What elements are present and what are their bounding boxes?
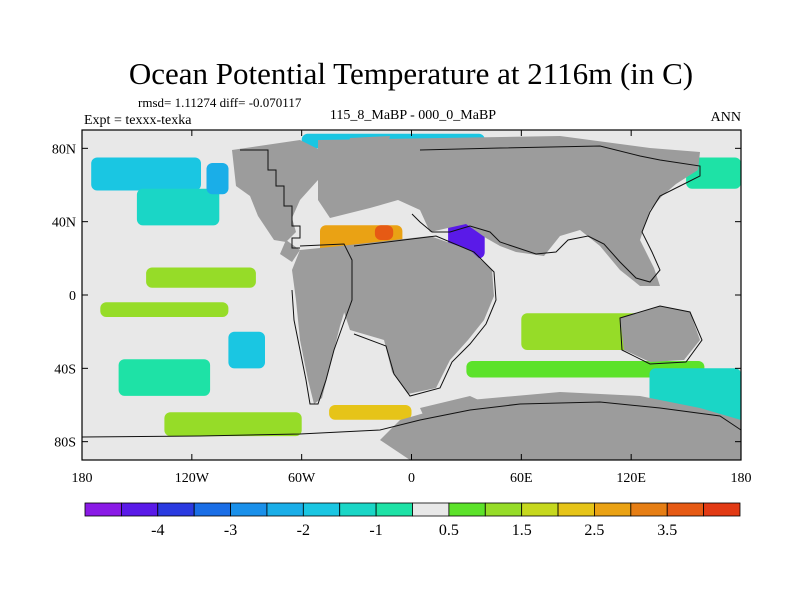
coastline-antarctica: [81, 401, 742, 438]
colorbar-swatch: [302, 502, 341, 517]
map-plot: [81, 129, 742, 461]
coastline-north-america: [240, 149, 301, 249]
colorbar-swatch: [339, 502, 377, 517]
x-tick-label: 60E: [510, 471, 533, 486]
land-south-america: [292, 246, 350, 404]
anomaly-region-4: [100, 302, 229, 317]
x-tick-label: 120W: [175, 471, 210, 486]
anomaly-region-16: [686, 157, 741, 189]
anomaly-region-5: [118, 359, 211, 396]
anomaly-region-3: [146, 267, 256, 288]
y-axis: 80N 40N 0 40S 80S: [52, 142, 741, 451]
colorbar-label: 0.5: [439, 522, 459, 539]
coastline-australia: [619, 305, 703, 365]
colorbar-swatch: [412, 502, 450, 517]
experiment-label: Expt = texxx-texka: [84, 113, 192, 128]
colorbar-label: 3.5: [657, 522, 677, 539]
y-tick-label: 80S: [54, 436, 76, 451]
y-tick-label: 40S: [54, 362, 76, 377]
colorbar-label: -3: [224, 522, 237, 539]
subtitle-label: 115_8_MaBP - 000_0_MaBP: [330, 108, 496, 123]
colorbar-swatch: [84, 502, 122, 517]
land-greenland: [346, 136, 390, 168]
land-australia: [620, 306, 700, 362]
season-label: ANN: [711, 110, 741, 125]
colorbar-swatch: [557, 502, 595, 517]
stats-label: rmsd= 1.11274 diff= -0.070117: [138, 95, 302, 110]
anomaly-region-1: [136, 188, 220, 226]
colorbar-swatch: [375, 502, 413, 517]
coastline-africa: [353, 235, 497, 397]
land-africa: [340, 236, 494, 394]
coastline-eurasia: [411, 145, 701, 283]
anomaly-region-0: [91, 157, 201, 191]
y-tick-label: 80N: [52, 142, 76, 157]
land-north-america: [232, 140, 320, 242]
anomaly-region-14: [466, 361, 705, 378]
colorbar-swatch: [230, 502, 268, 517]
colorbar-swatch: [521, 502, 559, 517]
colorbar-swatch: [594, 502, 632, 517]
x-axis: 180 120W 60W 0 60E 120E 180: [72, 130, 752, 486]
colorbar-swatch: [630, 502, 668, 517]
colorbar-swatch: [484, 502, 523, 517]
land-central-america: [280, 240, 300, 262]
anomaly-region-6: [228, 331, 265, 369]
x-tick-label: 180: [731, 471, 752, 486]
colorbar-swatch: [703, 502, 741, 517]
land-eurasia: [318, 136, 700, 286]
colorbar-label: -1: [369, 522, 382, 539]
land-mask: [232, 136, 741, 460]
anomaly-region-10: [374, 225, 394, 240]
anomaly-region-8: [329, 405, 412, 420]
colorbar-swatch: [666, 502, 705, 517]
colorbar-label: 1.5: [512, 522, 532, 539]
colorbar-label: 2.5: [584, 522, 604, 539]
x-tick-label: 60W: [288, 471, 316, 486]
colorbar-swatch: [157, 502, 195, 517]
chart-title: Ocean Potential Temperature at 2116m (in…: [129, 56, 693, 91]
colorbar-label: -2: [297, 522, 310, 539]
colorbar-swatch: [448, 502, 486, 517]
colorbar-swatch: [266, 502, 304, 517]
coastlines: [81, 145, 742, 438]
anomaly-region-7: [164, 412, 302, 437]
x-tick-label: 0: [408, 471, 415, 486]
coastline-south-america: [291, 243, 353, 405]
y-tick-label: 40N: [52, 216, 76, 231]
colorbar-swatch: [193, 502, 231, 517]
land-west-antarctica: [420, 396, 500, 430]
x-tick-label: 120E: [616, 471, 646, 486]
anomaly-region-2: [206, 163, 229, 195]
colorbar: -4 -3 -2 -1 0.5 1.5 2.5 3.5: [84, 502, 741, 539]
y-tick-label: 0: [69, 289, 76, 304]
x-tick-label: 180: [72, 471, 93, 486]
colorbar-swatch: [120, 502, 159, 517]
colorbar-label: -4: [151, 522, 164, 539]
